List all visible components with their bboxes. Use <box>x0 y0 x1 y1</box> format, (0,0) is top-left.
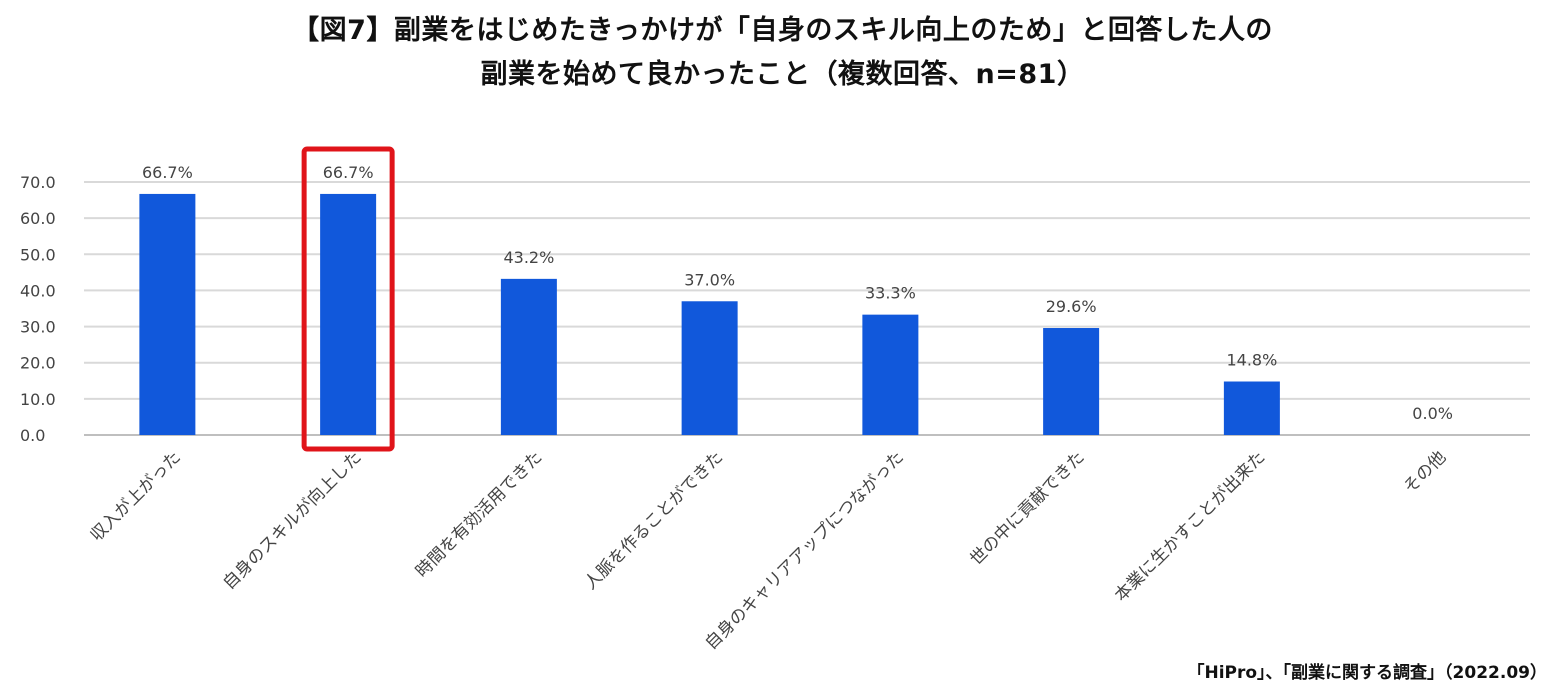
data-label: 0.0% <box>1412 404 1453 423</box>
category-label: 自身のキャリアアップにつながった <box>701 447 907 653</box>
highlight-box <box>301 146 395 452</box>
bar <box>320 193 377 435</box>
data-label: 66.7% <box>142 163 193 182</box>
category-label: 世の中に貢献できた <box>966 447 1088 569</box>
category-label: 人脈を作ることができた <box>581 447 727 593</box>
bar <box>681 301 738 435</box>
y-tick-label: 50.0 <box>20 245 56 264</box>
bar <box>500 278 557 435</box>
category-label: 時間を有効活用できた <box>412 447 546 581</box>
data-label: 33.3% <box>865 284 916 303</box>
data-label: 37.0% <box>684 270 735 289</box>
chart-title-line2: 副業を始めて良かったこと（複数回答、n=81） <box>480 59 1085 90</box>
y-tick-label: 40.0 <box>20 281 56 300</box>
category-label: 本業に生かすことが出来た <box>1111 447 1269 605</box>
data-label: 66.7% <box>323 163 374 182</box>
bar <box>862 314 919 435</box>
y-tick-label: 20.0 <box>20 354 56 373</box>
bar <box>1223 381 1280 435</box>
y-tick-label: 60.0 <box>20 209 56 228</box>
chart-title-line1: 【図7】副業をはじめたきっかけが「自身のスキル向上のため」と回答した人の <box>292 15 1273 46</box>
data-label: 43.2% <box>503 248 554 267</box>
category-label: その他 <box>1400 447 1450 497</box>
data-label: 14.8% <box>1226 351 1277 370</box>
y-tick-label: 10.0 <box>20 390 56 409</box>
category-label: 収入が上がった <box>87 447 185 545</box>
bar <box>139 193 196 435</box>
data-label: 29.6% <box>1046 297 1097 316</box>
y-tick-label: 30.0 <box>20 318 56 337</box>
y-tick-label: 0.0 <box>20 426 45 445</box>
bar <box>1043 328 1100 435</box>
y-tick-label: 70.0 <box>20 173 56 192</box>
source-note: 「HiPro」、「副業に関する調査」（2022.09） <box>1187 663 1547 683</box>
category-label: 自身のスキルが向上した <box>219 447 365 593</box>
